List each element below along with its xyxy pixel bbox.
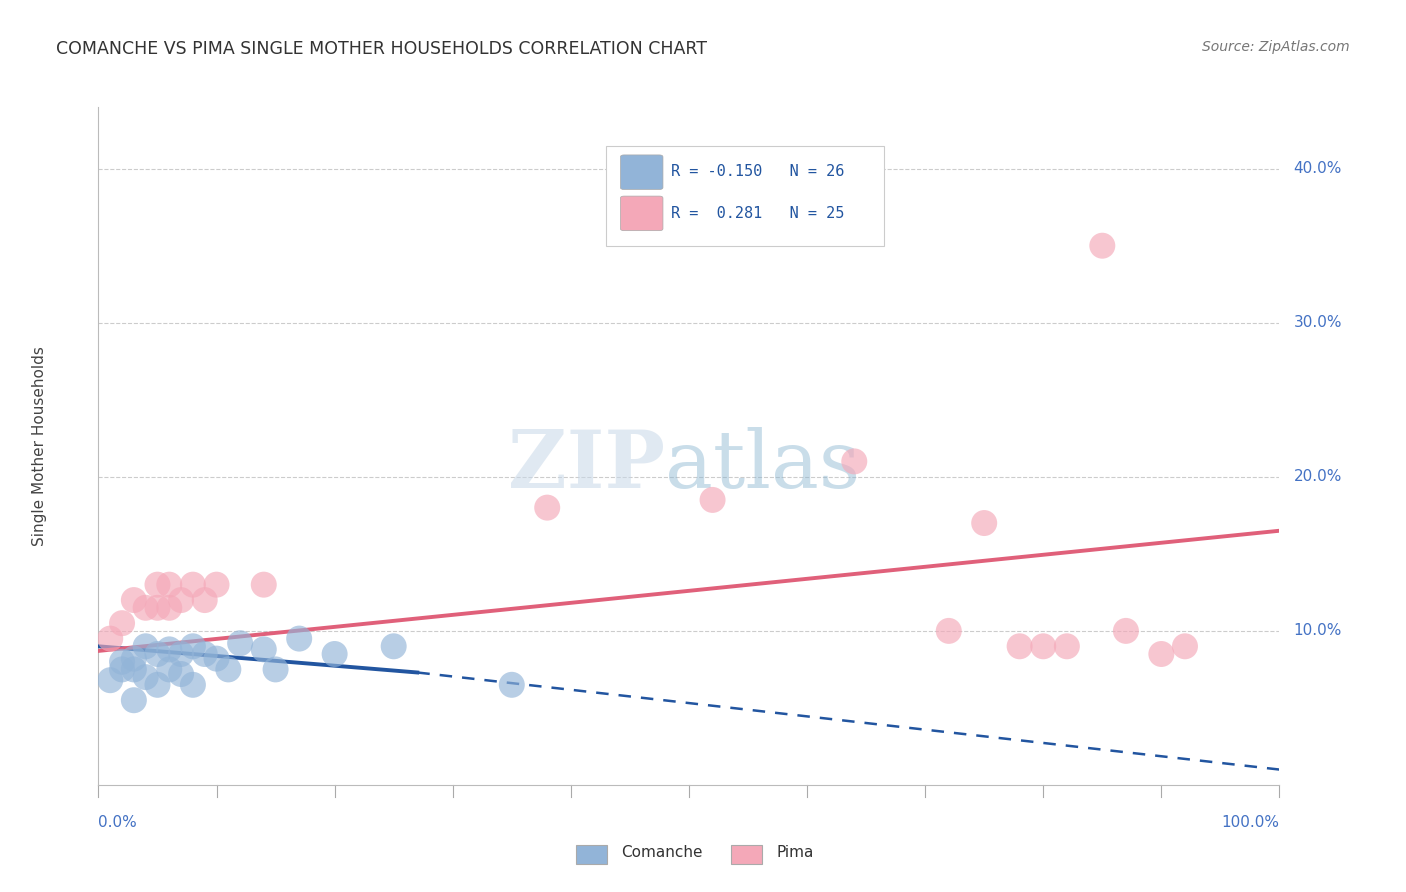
Text: 20.0%: 20.0% (1294, 469, 1341, 484)
Point (288, 632, 311, 646)
Point (111, 616, 134, 631)
Point (205, 577, 228, 591)
Text: COMANCHE VS PIMA SINGLE MOTHER HOUSEHOLDS CORRELATION CHART: COMANCHE VS PIMA SINGLE MOTHER HOUSEHOLD… (56, 40, 707, 58)
Point (157, 642, 180, 657)
Point (157, 577, 180, 591)
Point (170, 593, 193, 607)
Point (135, 600, 157, 615)
FancyBboxPatch shape (620, 196, 664, 231)
Point (1032, 640, 1054, 654)
Point (264, 662, 287, 676)
Point (938, 624, 960, 638)
Point (1174, 640, 1197, 654)
Point (1091, 238, 1114, 252)
FancyBboxPatch shape (620, 155, 664, 189)
Point (181, 577, 204, 591)
Text: 30.0%: 30.0% (1294, 315, 1343, 330)
Text: R = -0.150   N = 26: R = -0.150 N = 26 (671, 164, 845, 179)
Point (111, 662, 134, 676)
Text: Comanche: Comanche (621, 845, 703, 860)
Point (702, 492, 724, 507)
Point (98, 632, 121, 646)
Point (323, 647, 346, 661)
Text: 40.0%: 40.0% (1294, 161, 1341, 176)
Text: Source: ZipAtlas.com: Source: ZipAtlas.com (1202, 40, 1350, 54)
Point (122, 651, 145, 665)
Text: R =  0.281   N = 25: R = 0.281 N = 25 (671, 205, 845, 220)
Point (1008, 640, 1031, 654)
Point (146, 678, 169, 692)
Point (146, 600, 169, 615)
Text: 100.0%: 100.0% (1222, 815, 1279, 830)
Point (157, 662, 180, 676)
Point (1056, 640, 1078, 654)
Text: 10.0%: 10.0% (1294, 624, 1341, 639)
Point (181, 678, 204, 692)
Point (382, 640, 405, 654)
Point (205, 651, 228, 665)
Point (181, 640, 204, 654)
Point (501, 678, 523, 692)
Point (194, 593, 217, 607)
Point (146, 577, 169, 591)
Point (135, 670, 157, 684)
Point (253, 642, 276, 657)
Point (146, 647, 169, 661)
Text: Single Mother Households: Single Mother Households (32, 346, 46, 546)
Point (122, 662, 145, 676)
Point (122, 693, 145, 707)
Point (98, 673, 121, 688)
Point (170, 667, 193, 681)
Point (253, 577, 276, 591)
Point (135, 640, 157, 654)
Text: Pima: Pima (776, 845, 814, 860)
Point (122, 593, 145, 607)
Point (1115, 624, 1137, 638)
Point (536, 500, 558, 515)
Point (170, 647, 193, 661)
Point (157, 600, 180, 615)
Point (229, 636, 252, 650)
Text: ZIP: ZIP (509, 427, 665, 506)
Point (844, 454, 866, 468)
Point (973, 516, 995, 530)
Text: 0.0%: 0.0% (98, 815, 138, 830)
Text: atlas: atlas (665, 427, 860, 506)
Point (217, 662, 239, 676)
FancyBboxPatch shape (606, 145, 884, 246)
Point (111, 655, 134, 669)
Point (1150, 647, 1173, 661)
Point (194, 647, 217, 661)
